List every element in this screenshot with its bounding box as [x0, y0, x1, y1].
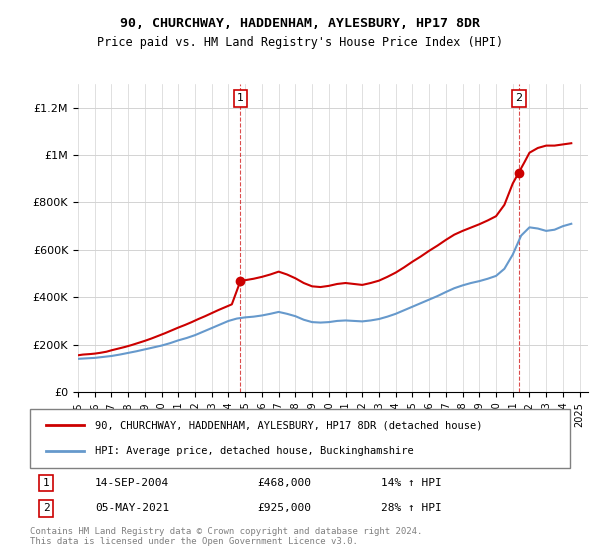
- Text: 05-MAY-2021: 05-MAY-2021: [95, 503, 169, 513]
- Text: 90, CHURCHWAY, HADDENHAM, AYLESBURY, HP17 8DR: 90, CHURCHWAY, HADDENHAM, AYLESBURY, HP1…: [120, 17, 480, 30]
- Text: 2: 2: [515, 93, 522, 103]
- Text: HPI: Average price, detached house, Buckinghamshire: HPI: Average price, detached house, Buck…: [95, 446, 413, 456]
- Text: 14% ↑ HPI: 14% ↑ HPI: [381, 478, 442, 488]
- Text: 2: 2: [43, 503, 50, 513]
- Text: £468,000: £468,000: [257, 478, 311, 488]
- FancyBboxPatch shape: [30, 409, 570, 468]
- Text: Contains HM Land Registry data © Crown copyright and database right 2024.
This d: Contains HM Land Registry data © Crown c…: [30, 526, 422, 546]
- Text: Price paid vs. HM Land Registry's House Price Index (HPI): Price paid vs. HM Land Registry's House …: [97, 36, 503, 49]
- Text: £925,000: £925,000: [257, 503, 311, 513]
- Text: 14-SEP-2004: 14-SEP-2004: [95, 478, 169, 488]
- Text: 1: 1: [43, 478, 50, 488]
- Text: 1: 1: [237, 93, 244, 103]
- Text: 90, CHURCHWAY, HADDENHAM, AYLESBURY, HP17 8DR (detached house): 90, CHURCHWAY, HADDENHAM, AYLESBURY, HP1…: [95, 420, 482, 430]
- Text: 28% ↑ HPI: 28% ↑ HPI: [381, 503, 442, 513]
